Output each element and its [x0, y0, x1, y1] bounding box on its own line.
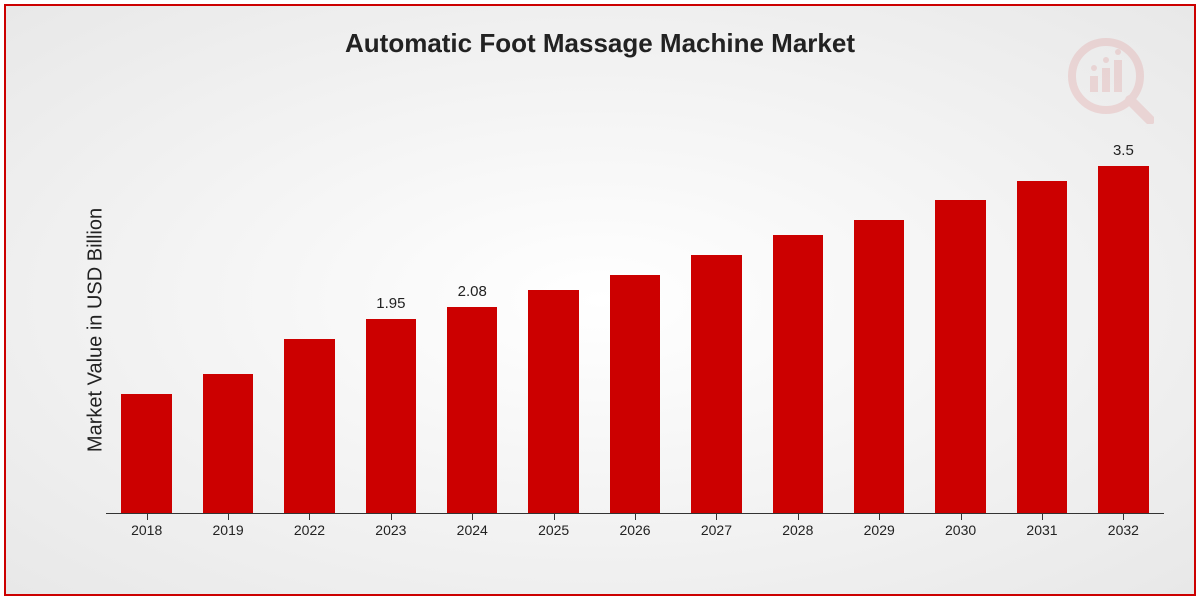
bar	[691, 255, 741, 513]
x-tick-slot: 2018	[106, 514, 187, 544]
bar	[773, 235, 823, 513]
bar-slot: 1.95	[350, 116, 431, 513]
x-tick-slot: 2031	[1001, 514, 1082, 544]
bar-slot: 2.08	[432, 116, 513, 513]
chart-title: Automatic Foot Massage Machine Market	[6, 6, 1194, 59]
x-tick	[879, 514, 880, 520]
x-tick-slot: 2024	[432, 514, 513, 544]
x-axis-label: 2027	[701, 522, 732, 538]
bar-value-label: 2.08	[458, 283, 487, 301]
bar	[121, 394, 171, 513]
bar-slot	[839, 116, 920, 513]
x-tick	[716, 514, 717, 520]
x-axis-label: 2032	[1108, 522, 1139, 538]
bar-slot	[1001, 116, 1082, 513]
x-tick	[798, 514, 799, 520]
x-tick	[309, 514, 310, 520]
x-axis-label: 2019	[213, 522, 244, 538]
x-tick	[554, 514, 555, 520]
chart-border: Automatic Foot Massage Machine Market Ma…	[4, 4, 1196, 596]
x-tick-slot: 2023	[350, 514, 431, 544]
bar	[1098, 166, 1148, 513]
bar-slot	[513, 116, 594, 513]
bar-slot	[187, 116, 268, 513]
bar-value-label: 1.95	[376, 295, 405, 313]
bar	[935, 200, 985, 513]
x-axis-label: 2030	[945, 522, 976, 538]
x-axis-label: 2026	[619, 522, 650, 538]
y-axis-label: Market Value in USD Billion	[85, 208, 108, 452]
x-axis-label: 2029	[864, 522, 895, 538]
x-tick	[1042, 514, 1043, 520]
bar-slot	[920, 116, 1001, 513]
x-axis-label: 2028	[782, 522, 813, 538]
bar	[1017, 181, 1067, 513]
bar	[284, 339, 334, 513]
plot-area: 1.95 2.08 3.5	[106, 116, 1164, 514]
x-tick	[961, 514, 962, 520]
bar	[447, 307, 497, 513]
bar-slot: 3.5	[1083, 116, 1164, 513]
x-tick-slot: 2025	[513, 514, 594, 544]
x-tick-slot: 2032	[1083, 514, 1164, 544]
x-tick	[472, 514, 473, 520]
chart-area: Market Value in USD Billion 1.952.083.5 …	[76, 116, 1164, 544]
x-axis-label: 2025	[538, 522, 569, 538]
bar-slot	[269, 116, 350, 513]
bar-slot	[594, 116, 675, 513]
x-tick	[391, 514, 392, 520]
x-axis-label: 2023	[375, 522, 406, 538]
bar-slot	[757, 116, 838, 513]
bars-container: 1.95 2.08 3.5	[106, 116, 1164, 513]
x-axis-label: 2024	[457, 522, 488, 538]
x-tick-slot: 2026	[594, 514, 675, 544]
bar-slot	[676, 116, 757, 513]
bar	[203, 374, 253, 513]
x-tick	[147, 514, 148, 520]
x-axis-label: 2031	[1026, 522, 1057, 538]
bar	[610, 275, 660, 513]
bar-value-label: 3.5	[1113, 142, 1134, 160]
bar-slot	[106, 116, 187, 513]
x-tick	[1123, 514, 1124, 520]
x-tick-slot: 2019	[187, 514, 268, 544]
x-tick-slot: 2028	[757, 514, 838, 544]
x-tick	[228, 514, 229, 520]
bar	[528, 290, 578, 513]
x-tick	[635, 514, 636, 520]
x-axis: 2018 2019 2022 2023 2024 2025 2026 2027 2028 2029…	[106, 514, 1164, 544]
x-axis-label: 2018	[131, 522, 162, 538]
x-tick-slot: 2030	[920, 514, 1001, 544]
bar	[366, 319, 416, 513]
bar	[854, 220, 904, 513]
x-tick-slot: 2029	[839, 514, 920, 544]
x-axis-label: 2022	[294, 522, 325, 538]
x-tick-slot: 2027	[676, 514, 757, 544]
x-tick-slot: 2022	[269, 514, 350, 544]
